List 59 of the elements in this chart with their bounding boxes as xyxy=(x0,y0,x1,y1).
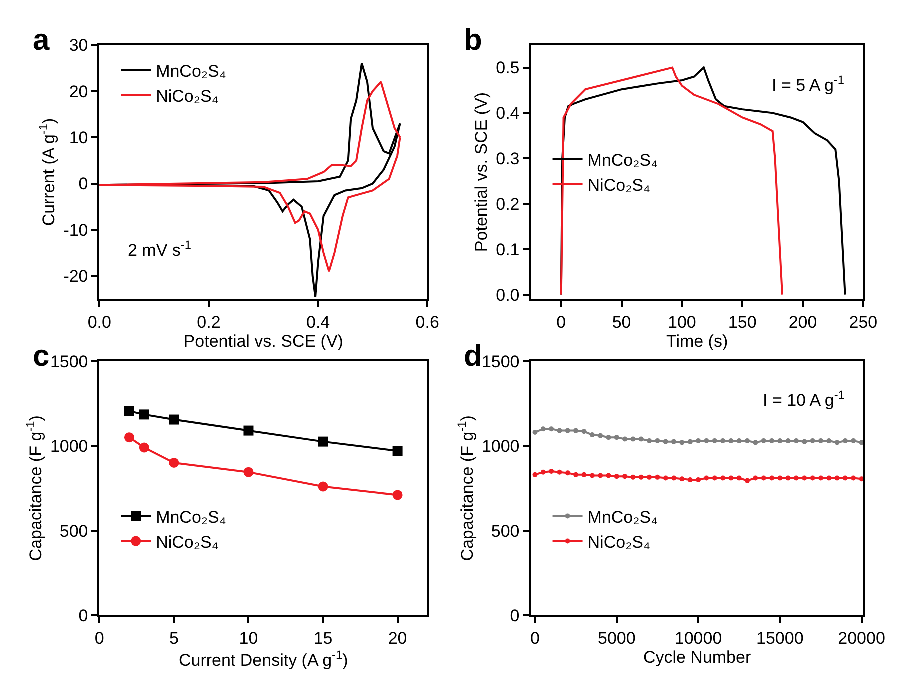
y-tick-label: 0.4 xyxy=(496,104,520,124)
x-tick-label: 0.4 xyxy=(306,312,330,332)
x-tick-label: 200 xyxy=(788,312,818,332)
legend-label: NiCo₂S₄ xyxy=(156,86,219,106)
legend-label: NiCo₂S₄ xyxy=(156,532,219,552)
x-axis-title: Current Density (A g$^{-1}$) xyxy=(178,648,348,670)
y-tick-label: 0.0 xyxy=(496,286,520,305)
x-tick-label: 0 xyxy=(530,628,540,648)
y-tick-label: 20 xyxy=(69,82,88,102)
y-axis-title: Potential vs. SCE (V) xyxy=(472,92,492,252)
x-tick-label: 50 xyxy=(612,312,632,332)
y-tick-label: 1000 xyxy=(50,437,88,456)
x-tick-label: 20000 xyxy=(838,628,886,648)
x-tick-label: 0 xyxy=(94,628,104,648)
x-tick-label: 0 xyxy=(556,312,566,332)
annotation: I = 10 A g$^{-1}$ xyxy=(763,388,846,410)
x-tick-label: 15 xyxy=(314,628,333,648)
y-tick-label: 30 xyxy=(69,36,88,56)
x-axis-title: Cycle Number xyxy=(643,648,752,667)
x-tick-label: 15000 xyxy=(756,628,804,648)
y-tick-label: 10 xyxy=(69,128,88,148)
legend-label: MnCo₂S₄ xyxy=(588,150,658,170)
x-tick-label: 10 xyxy=(239,628,258,648)
y-tick-label: 0.2 xyxy=(496,194,520,214)
chart-title: b xyxy=(464,24,482,57)
y-tick-label: 1000 xyxy=(482,437,520,456)
legend-label: NiCo₂S₄ xyxy=(588,532,651,552)
x-tick-label: 10000 xyxy=(674,628,722,648)
x-tick-label: 150 xyxy=(728,312,757,332)
y-tick-label: 0.3 xyxy=(496,150,520,169)
x-tick-label: 0.2 xyxy=(197,312,221,332)
legend-label: MnCo₂S₄ xyxy=(588,508,658,527)
chart-title: a xyxy=(33,24,50,57)
x-tick-label: 100 xyxy=(668,312,696,332)
annotation: 2 mV s$^{-1}$ xyxy=(128,238,192,260)
x-tick-label: 20 xyxy=(388,628,408,648)
y-tick-label: 0 xyxy=(78,174,88,194)
chart-title: c xyxy=(33,340,50,373)
y-tick-label: 500 xyxy=(60,522,88,541)
y-tick-label: 0 xyxy=(510,606,520,626)
y-tick-label: 1500 xyxy=(482,352,520,372)
legend-label: NiCo₂S₄ xyxy=(588,176,651,195)
x-tick-label: 5 xyxy=(169,628,179,648)
y-tick-label: 0.1 xyxy=(496,240,520,260)
y-tick-label: 500 xyxy=(491,522,520,541)
x-tick-label: 0.6 xyxy=(416,312,440,332)
x-tick-label: 5000 xyxy=(598,628,636,648)
chart-title: d xyxy=(464,340,482,373)
y-tick-label: 0.5 xyxy=(496,58,520,78)
x-axis-title: Potential vs. SCE (V) xyxy=(184,332,344,351)
annotation: I = 5 A g$^{-1}$ xyxy=(772,73,845,96)
y-tick-label: -20 xyxy=(64,267,88,286)
y-tick-label: 1500 xyxy=(50,352,88,372)
y-tick-label: 0 xyxy=(78,606,88,626)
x-tick-label: 250 xyxy=(849,312,878,332)
y-tick-label: -10 xyxy=(64,220,88,240)
x-axis-title: Time (s) xyxy=(666,332,728,351)
legend-label: MnCo₂S₄ xyxy=(156,62,226,81)
legend-label: MnCo₂S₄ xyxy=(156,508,226,527)
